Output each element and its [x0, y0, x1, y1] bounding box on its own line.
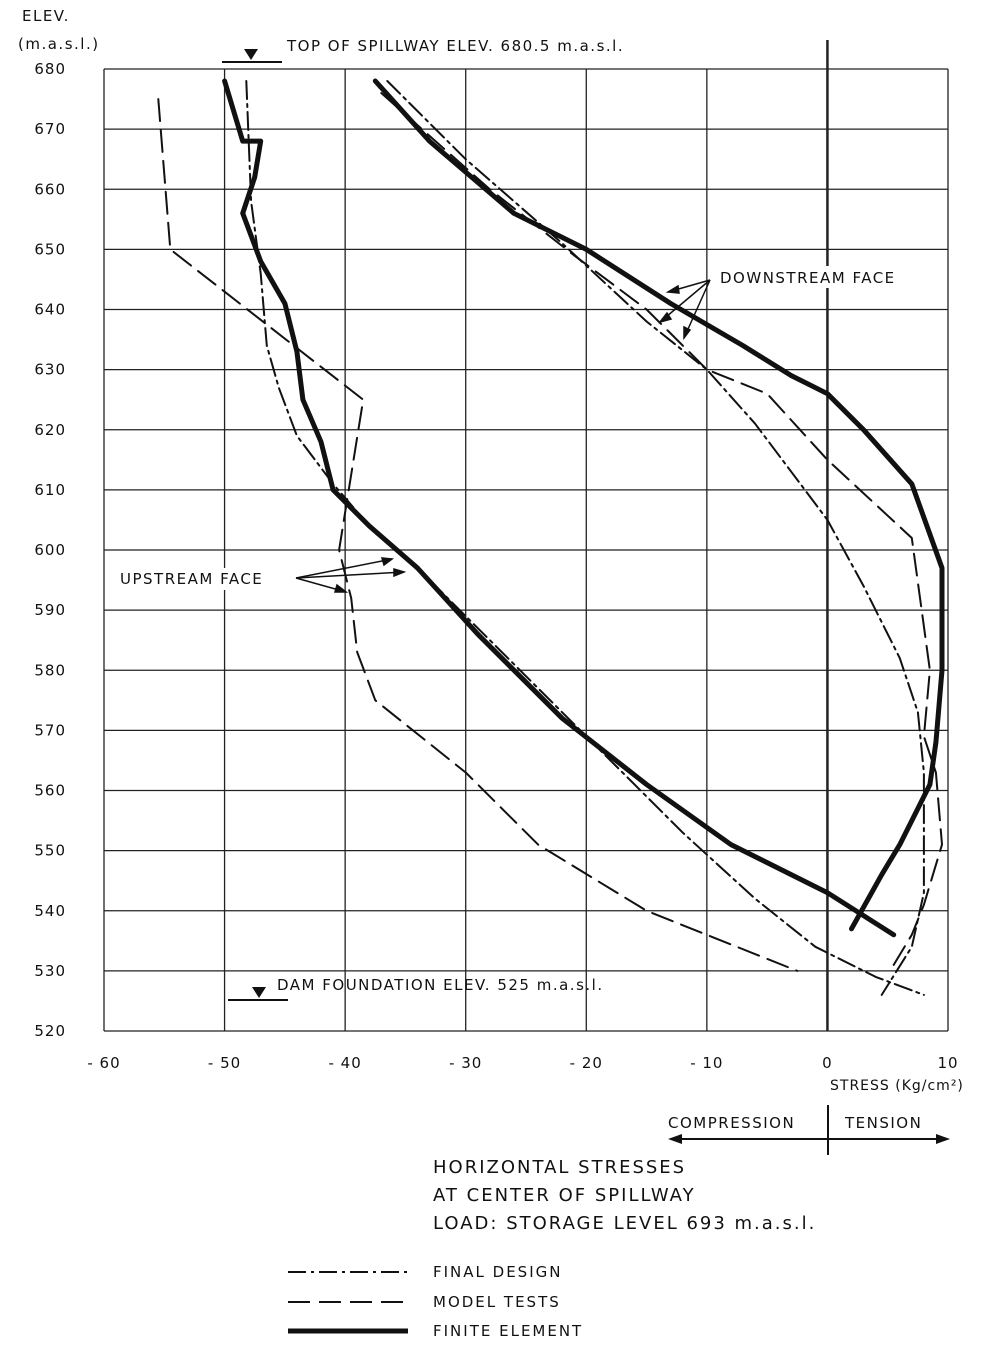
upstream-arrows — [295, 557, 407, 593]
y-tick-label: 670 — [34, 120, 66, 138]
y-tick-label: 580 — [34, 661, 66, 679]
x-axis-label: STRESS (Kg/cm²) — [830, 1078, 964, 1094]
x-tick-label: - 50 — [208, 1054, 241, 1072]
series-line-up-final — [245, 80, 925, 996]
y-axis-label-line1: ELEV. — [22, 7, 70, 25]
y-tick-label: 530 — [34, 962, 66, 980]
series-line-up-fe — [222, 78, 897, 938]
chart-title-line1: HORIZONTAL STRESSES — [433, 1157, 686, 1178]
triangle-marker-icon — [252, 987, 266, 998]
chart-title-line3: LOAD: STORAGE LEVEL 693 m.a.s.l. — [433, 1213, 816, 1234]
x-tick-label: 0 — [822, 1054, 833, 1072]
legend-label-model-tests: MODEL TESTS — [433, 1293, 561, 1311]
legend-label-finite-element: FINITE ELEMENT — [433, 1322, 583, 1340]
series-line-ds-model — [380, 92, 943, 966]
y-tick-label: 630 — [34, 361, 66, 379]
legend-label-final-design: FINAL DESIGN — [433, 1263, 562, 1281]
top-spillway-marker — [222, 49, 282, 63]
y-tick-label: 650 — [34, 240, 66, 258]
x-tick-label: - 60 — [87, 1054, 120, 1072]
x-tick-label: - 20 — [570, 1054, 603, 1072]
dam-foundation-label: DAM FOUNDATION ELEV. 525 m.a.s.l. — [277, 976, 604, 994]
y-tick-label: 660 — [34, 180, 66, 198]
chart-title-line2: AT CENTER OF SPILLWAY — [433, 1185, 696, 1206]
x-tick-label: - 40 — [329, 1054, 362, 1072]
y-tick-label: 680 — [34, 60, 66, 78]
y-tick-label: 600 — [34, 541, 66, 559]
legend: FINAL DESIGN MODEL TESTS FINITE ELEMENT — [288, 1263, 583, 1340]
series-group — [157, 78, 945, 996]
x-tick-labels: - 60 - 50 - 40 - 30 - 20 - 10 0 10 — [87, 1054, 958, 1072]
downstream-face-label: DOWNSTREAM FACE — [720, 269, 896, 287]
downstream-arrows — [658, 279, 711, 341]
compression-label: COMPRESSION — [668, 1114, 795, 1132]
series-line-ds-fe — [372, 78, 945, 932]
y-tick-label: 550 — [34, 842, 66, 860]
y-tick-label: 590 — [34, 601, 66, 619]
x-tick-label: - 30 — [449, 1054, 482, 1072]
top-spillway-label: TOP OF SPILLWAY ELEV. 680.5 m.a.s.l. — [286, 37, 624, 55]
tension-arrow — [828, 1134, 950, 1144]
upstream-label-bg — [112, 568, 292, 590]
tension-label: TENSION — [844, 1114, 922, 1132]
y-tick-label: 610 — [34, 481, 66, 499]
x-tick-label: 10 — [937, 1054, 958, 1072]
y-tick-labels: 520 530 540 550 560 570 580 590 600 610 620 630 640 6… — [34, 60, 66, 1040]
y-tick-label: 640 — [34, 301, 66, 319]
x-tick-label: - 10 — [690, 1054, 723, 1072]
y-tick-label: 570 — [34, 721, 66, 739]
y-tick-label: 560 — [34, 782, 66, 800]
y-tick-label: 620 — [34, 421, 66, 439]
upstream-face-label: UPSTREAM FACE — [120, 570, 263, 588]
triangle-marker-icon — [244, 49, 258, 60]
y-tick-label: 520 — [34, 1022, 66, 1040]
y-tick-label: 540 — [34, 902, 66, 920]
compression-arrow — [668, 1134, 828, 1144]
grid — [103, 40, 949, 1032]
series-line-ds-final — [386, 80, 925, 996]
y-axis-label-line2: (m.a.s.l.) — [18, 35, 100, 53]
downstream-label-bg — [712, 266, 922, 288]
dam-foundation-marker — [228, 987, 288, 1001]
